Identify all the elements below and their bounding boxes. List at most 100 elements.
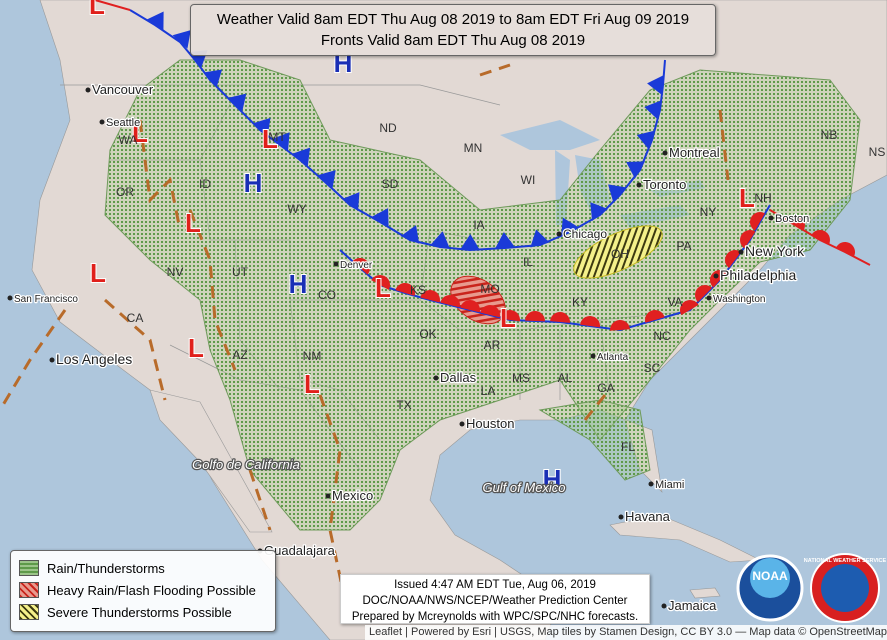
city-dot [85, 87, 91, 93]
pressure-center: H [289, 269, 308, 299]
pressure-center: L [188, 333, 204, 363]
region-label: VA [667, 295, 682, 309]
city-label: Chicago [563, 227, 607, 241]
city-dot [459, 421, 465, 427]
region-label: SD [382, 177, 399, 191]
city-dot [325, 493, 331, 499]
pressure-center: L [90, 258, 106, 288]
region-label: AR [484, 338, 501, 352]
region-label: OH [611, 247, 629, 261]
region-label: IA [473, 218, 484, 232]
legend-label: Heavy Rain/Flash Flooding Possible [47, 582, 256, 598]
city-label: Vancouver [92, 82, 154, 97]
region-label: NY [700, 205, 717, 219]
region-label: LA [481, 384, 496, 398]
region-label: NS [869, 145, 886, 159]
attribution[interactable]: Leaflet | Powered by Esri | USGS, Map ti… [365, 625, 887, 640]
city-dot [99, 119, 105, 125]
troughs [0, 63, 730, 601]
pressure-center: L [500, 303, 516, 333]
subtitle: Fronts Valid 8am EDT Thu Aug 08 2019 [320, 32, 586, 49]
region-label: MO [480, 282, 499, 296]
issued-box: Issued 4:47 AM EDT Tue, Aug 06, 2019 DOC… [340, 574, 650, 624]
city-label: New York [745, 243, 805, 259]
region-label: MS [512, 371, 530, 385]
region-label: GA [597, 381, 614, 395]
region-label: OK [419, 327, 436, 341]
legend-item: Severe Thunderstorms Possible [19, 601, 267, 623]
region-label: KY [572, 295, 588, 309]
city-label: Seattle [106, 117, 140, 129]
logo-text: NOAA [752, 569, 788, 583]
city-dot [7, 295, 13, 301]
region-label: AZ [232, 348, 247, 362]
jamaica [689, 587, 721, 599]
city-label: Boston [775, 213, 809, 225]
city-label: San Francisco [14, 294, 78, 305]
region-label: Gulf of Mexico [482, 480, 565, 495]
city-label: Washington [713, 294, 765, 305]
legend-label: Rain/Thunderstorms [47, 560, 165, 576]
city-label: Miami [655, 479, 684, 491]
region-label: FL [621, 440, 635, 454]
region-label: NM [303, 349, 322, 363]
pressure-center: L [375, 273, 391, 303]
city-label: Philadelphia [720, 267, 796, 283]
baja [149, 389, 273, 533]
region-label: MT [268, 130, 286, 144]
pressure-center: L [89, 0, 105, 20]
city-dot [333, 261, 339, 267]
city-label: Guadalajara [264, 543, 336, 558]
city-label: Mexico [332, 488, 373, 503]
issued-line: Prepared by Mcreynolds with WPC/SPC/NHC … [351, 611, 639, 623]
region-label: UT [232, 265, 249, 279]
region-label: SC [644, 361, 661, 375]
pressure-center: H [244, 168, 263, 198]
region-label: MN [464, 141, 483, 155]
nws-logo: NATIONAL WEATHER SERVICE [804, 553, 887, 623]
title-box: Weather Valid 8am EDT Thu Aug 08 2019 to… [190, 4, 716, 56]
city-label: Jamaica [668, 598, 717, 613]
city-dot [49, 357, 55, 363]
cuba [609, 514, 762, 563]
region-label: CO [318, 288, 336, 302]
region-label: ND [379, 121, 397, 135]
legend-item: Rain/Thunderstorms [19, 557, 267, 579]
issued-line: DOC/NOAA/NWS/NCEP/Weather Prediction Cen… [362, 595, 628, 607]
legend-item: Heavy Rain/Flash Flooding Possible [19, 579, 267, 601]
logo-text: NATIONAL WEATHER SERVICE [804, 558, 887, 564]
city-dot [768, 215, 774, 221]
city-label: Los Angeles [56, 351, 132, 367]
city-dot [662, 150, 668, 156]
pressure-center: H [543, 464, 562, 494]
title: Weather Valid 8am EDT Thu Aug 08 2019 to… [216, 11, 690, 28]
city-dot [636, 182, 642, 188]
city-dot [556, 231, 562, 237]
region-label: Golfo de California [192, 457, 300, 472]
city-label: Havana [625, 509, 671, 524]
city-dot [713, 273, 719, 279]
region-label: TX [396, 398, 411, 412]
legend-label: Severe Thunderstorms Possible [47, 604, 232, 620]
city-dot [648, 481, 654, 487]
pressure-center: L [262, 124, 278, 154]
region-label: WA [119, 133, 138, 147]
city-label: Montreal [669, 145, 720, 160]
region-label: IL [523, 255, 533, 269]
region-label: PA [676, 239, 691, 253]
pressure-center: L [304, 369, 320, 399]
region-label: NC [653, 329, 671, 343]
city-label: Houston [466, 416, 514, 431]
city-dot [738, 249, 744, 255]
region-label: NH [754, 191, 771, 205]
pressure-center: L [739, 183, 755, 213]
region-label: NV [167, 265, 184, 279]
region-label: KS [410, 283, 426, 297]
region-label: WY [287, 202, 306, 216]
region-label: WI [521, 173, 536, 187]
city-dot [590, 353, 596, 359]
region-label: NB [821, 128, 838, 142]
pressure-center: L [185, 208, 201, 238]
